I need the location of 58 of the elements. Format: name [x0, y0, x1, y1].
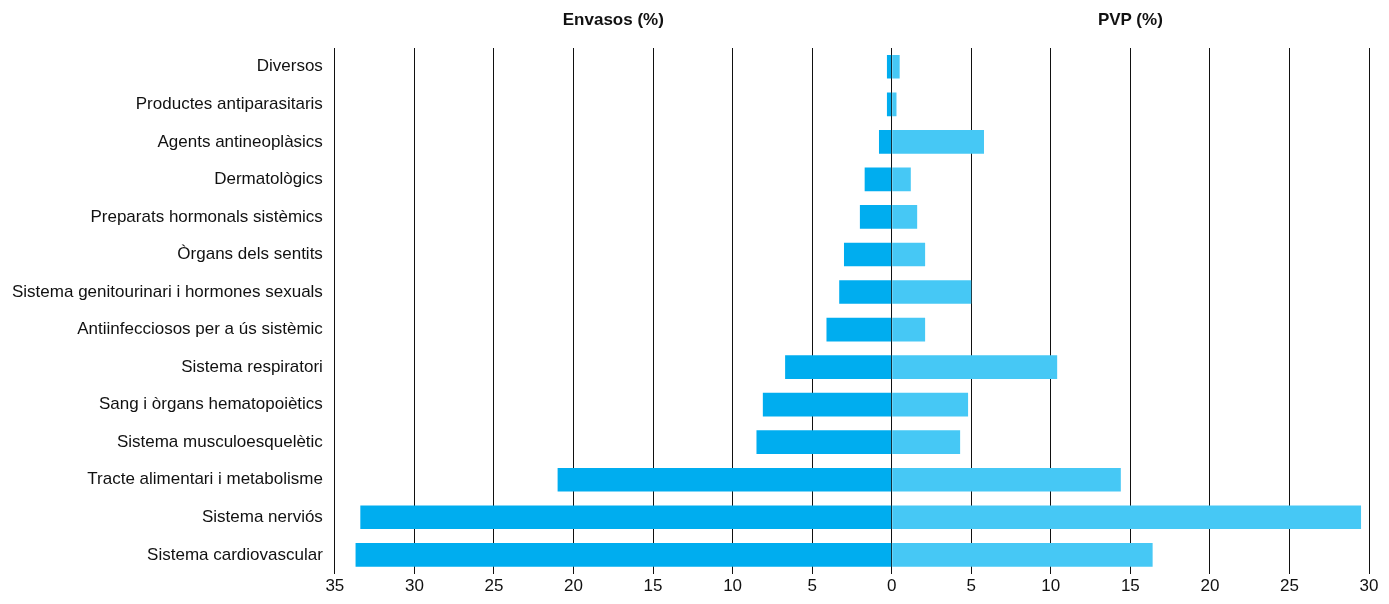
y-tick-label: Dermatològics	[214, 169, 323, 189]
x-tick-label: 35	[325, 576, 345, 596]
bar	[557, 467, 892, 492]
bar	[864, 167, 892, 192]
text: Envasos (%)	[562, 9, 664, 29]
bar	[892, 54, 900, 79]
text: PVP (%)	[1097, 9, 1163, 29]
y-tick-label: Sistema cardiovascular	[147, 544, 324, 564]
bar	[843, 242, 892, 267]
bar	[762, 392, 892, 417]
bar	[892, 317, 926, 342]
x-tick-label: 15	[1120, 576, 1140, 596]
bar	[892, 242, 926, 267]
bar	[892, 467, 1121, 492]
bar	[886, 92, 892, 117]
x-tick-label: 30	[404, 576, 424, 596]
y-tick-label: Tracte alimentari i metabolisme	[87, 469, 323, 489]
bar	[886, 54, 892, 79]
y-tick-label: Antiinfecciosos per a ús sistèmic	[77, 319, 324, 339]
bar	[892, 430, 961, 455]
bar	[892, 167, 911, 192]
bar	[826, 317, 892, 342]
x-tick-label: 10	[723, 576, 743, 596]
y-tick-label: Sistema genitourinari i hormones sexuals	[12, 281, 323, 301]
y-tick-label: Sistema musculoesquelètic	[116, 431, 324, 451]
x-tick-label: 25	[484, 576, 504, 596]
y-tick-label: Agents antineoplàsics	[157, 131, 323, 151]
y-tick-label: Òrgans dels sentits	[177, 244, 323, 264]
x-tick-label: 15	[643, 576, 663, 596]
bar	[355, 543, 892, 567]
bar	[859, 205, 892, 229]
x-tick-label: 5	[966, 576, 976, 596]
bar	[892, 92, 897, 117]
bar	[785, 355, 892, 379]
bar	[892, 130, 984, 154]
bar	[892, 355, 1058, 379]
y-tick-label: Sistema respiratori	[181, 356, 323, 376]
y-tick-label: Productes antiparasitaris	[135, 94, 323, 113]
y-tick-label: Sang i òrgans hematopoiètics	[98, 394, 323, 414]
x-tick-label: 10	[1041, 576, 1061, 596]
x-tick-label: 0	[886, 576, 897, 596]
bar	[892, 280, 972, 304]
x-tick-label: 25	[1279, 576, 1299, 596]
bar	[756, 430, 892, 455]
bar	[892, 505, 1362, 530]
y-tick-label: Preparats hormonals sistèmics	[90, 206, 323, 226]
y-tick-label: Sistema nerviós	[201, 506, 323, 526]
x-tick-label: 20	[564, 576, 583, 596]
x-tick-label: 30	[1359, 576, 1379, 596]
bar	[892, 392, 969, 417]
x-tick-label: 5	[807, 576, 817, 596]
bar	[878, 130, 892, 154]
bar	[839, 280, 892, 304]
y-tick-label: Diversos	[256, 56, 323, 76]
bar	[892, 205, 918, 229]
bar	[892, 543, 1153, 567]
x-tick-label: 20	[1200, 576, 1220, 596]
bar	[360, 505, 892, 530]
